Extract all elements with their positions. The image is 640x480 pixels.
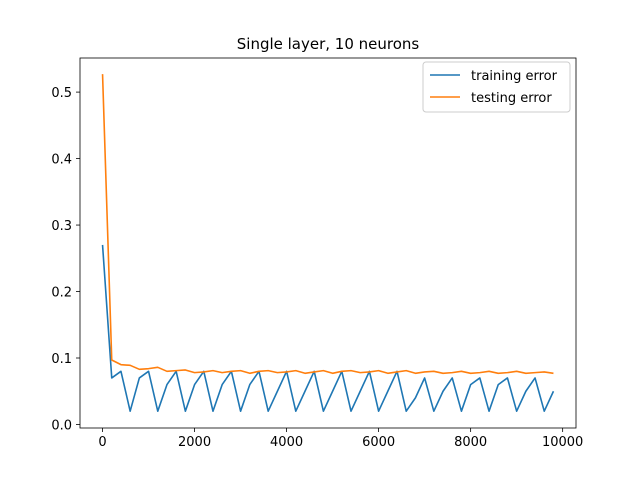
- x-axis: 0 2000 4000 6000 8000 10000: [98, 428, 583, 450]
- x-tick-label: 8000: [454, 435, 487, 450]
- plot-frame: [79, 57, 577, 429]
- y-tick-label: 0.4: [51, 153, 72, 168]
- y-tick-label: 0.2: [51, 286, 72, 301]
- series-line-training: [101, 244, 555, 412]
- y-tick-label: 0.3: [51, 219, 72, 234]
- y-tick-label: 0.1: [51, 352, 72, 367]
- x-tick-label: 10000: [542, 435, 583, 450]
- y-tick-label: 0.5: [51, 86, 72, 101]
- y-tick-label: 0.0: [51, 418, 72, 433]
- legend: training error testing error: [422, 61, 571, 113]
- series-layer: [101, 74, 555, 412]
- chart-title: Single layer, 10 neurons: [237, 35, 420, 53]
- legend-label-testing: testing error: [471, 91, 552, 106]
- x-tick-label: 6000: [362, 435, 395, 450]
- x-tick-label: 4000: [270, 435, 303, 450]
- series-line-testing: [101, 74, 554, 375]
- legend-label-training: training error: [471, 69, 558, 84]
- x-tick-label: 0: [98, 435, 106, 450]
- x-tick-label: 2000: [178, 435, 211, 450]
- y-axis: 0.0 0.1 0.2 0.3 0.4 0.5: [51, 86, 80, 433]
